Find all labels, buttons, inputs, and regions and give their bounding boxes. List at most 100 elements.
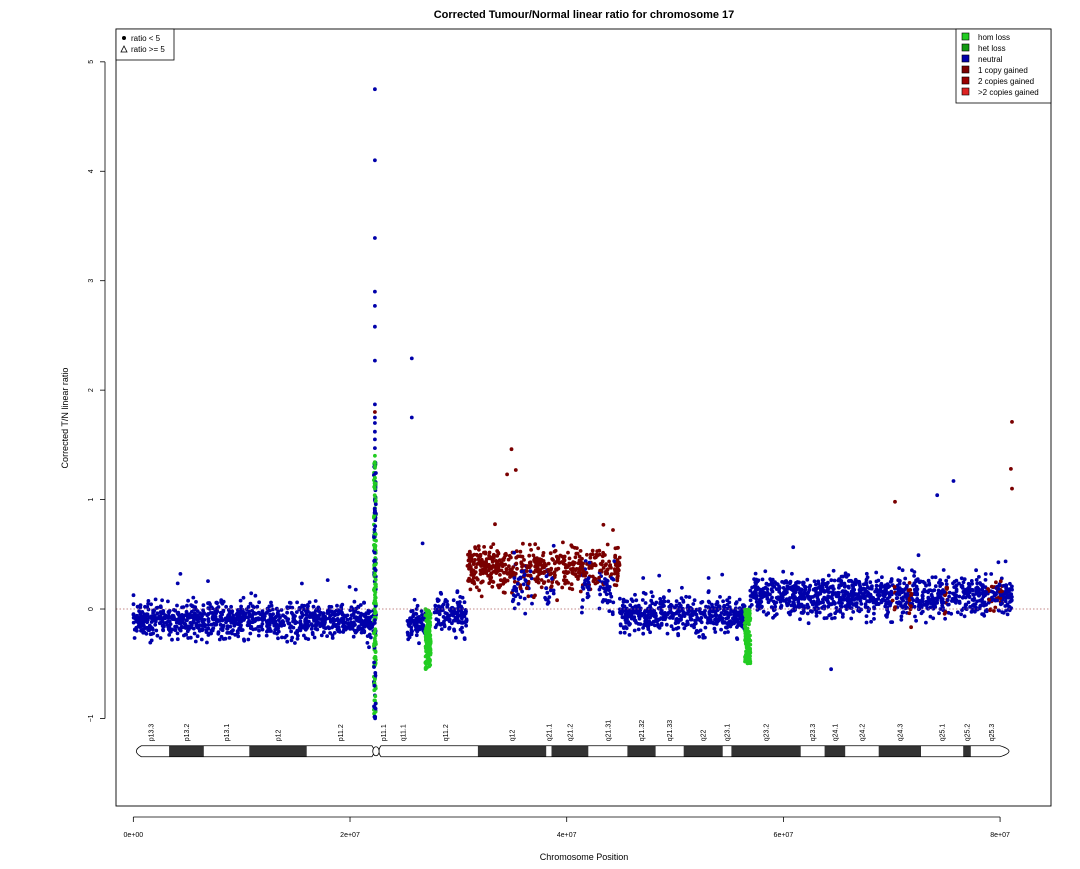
data-point-neutral <box>634 620 639 625</box>
data-point-neutral <box>300 581 304 586</box>
data-point-neutral <box>706 616 711 620</box>
data-point-neutral <box>868 597 873 602</box>
data-point-neutral <box>924 620 928 625</box>
data-point-neutral <box>835 609 839 613</box>
data-point-1-copy-gained <box>590 574 595 579</box>
data-point-neutral <box>692 598 697 603</box>
data-point-neutral <box>310 624 315 628</box>
data-point-centromere <box>372 660 376 665</box>
data-point-1-copy-gained <box>533 577 537 582</box>
data-point-neutral <box>236 617 241 622</box>
data-point-neutral <box>580 605 584 610</box>
ideogram-band-p13-2 <box>169 745 204 757</box>
data-point-neutral <box>336 627 341 631</box>
data-point-neutral <box>167 619 172 624</box>
data-point-neutral <box>689 623 694 628</box>
data-point-1-copy-gained <box>529 548 533 552</box>
data-point-neutral <box>432 610 437 615</box>
data-point-neutral <box>144 612 149 616</box>
data-point-neutral <box>272 630 277 635</box>
data-point-neutral <box>409 632 414 637</box>
data-point-neutral <box>749 603 754 607</box>
data-point-neutral <box>664 622 669 627</box>
ideogram-band-label: q11.2 <box>443 724 450 741</box>
data-point-neutral <box>340 602 345 607</box>
data-point-neutral <box>544 574 549 579</box>
data-point-neutral <box>518 595 523 600</box>
data-point-neutral <box>325 609 330 613</box>
data-point-neutral <box>952 585 957 589</box>
data-point-neutral <box>997 608 1001 613</box>
data-point-1-copy-gained <box>909 625 913 630</box>
data-point-centromere-outlier <box>373 402 377 407</box>
data-point-hom-loss <box>743 624 747 629</box>
data-point-neutral <box>199 617 204 621</box>
ideogram-band-label: p13.1 <box>224 724 231 742</box>
data-point-neutral <box>193 606 197 611</box>
data-point-1-copy-gained <box>498 578 503 582</box>
data-point-neutral <box>946 575 951 579</box>
ideogram-band-label: p13.2 <box>184 724 191 742</box>
data-point-neutral <box>713 630 718 634</box>
data-point-neutral <box>764 581 769 586</box>
data-point-neutral <box>712 626 717 631</box>
data-point-neutral <box>783 598 787 603</box>
data-point-1-copy-gained <box>613 563 618 567</box>
data-point-neutral <box>1010 587 1014 592</box>
data-point-neutral <box>318 610 323 615</box>
data-point-neutral <box>828 612 833 617</box>
data-point-neutral <box>961 580 966 585</box>
data-point-centromere <box>373 677 377 682</box>
data-point-neutral <box>661 595 666 599</box>
data-point-1-copy-gained <box>474 552 479 557</box>
legend-state-swatch <box>961 43 970 52</box>
data-point-neutral <box>674 603 679 608</box>
data-point-1-copy-gained <box>556 556 561 561</box>
data-point-neutral <box>798 617 802 622</box>
data-point-hom-loss <box>423 654 428 659</box>
data-point-neutral <box>726 630 730 634</box>
data-point-neutral <box>200 623 204 628</box>
data-point-1-copy-gained <box>552 575 557 579</box>
ideogram-band-label: q24.2 <box>859 724 866 742</box>
data-point-neutral <box>512 550 516 555</box>
data-point-1-copy-gained <box>548 572 553 577</box>
data-point-neutral <box>920 609 925 614</box>
data-point-hom-loss <box>427 656 431 661</box>
data-point-1-copy-gained <box>531 553 536 558</box>
data-point-neutral <box>829 578 834 583</box>
data-point-1-copy-gained <box>998 579 1003 584</box>
data-point-neutral <box>822 616 827 621</box>
data-point-centromere <box>372 550 377 555</box>
ideogram-band-q24-1 <box>824 745 846 757</box>
data-point-neutral <box>931 616 936 621</box>
data-point-neutral <box>972 608 977 613</box>
data-point-1-copy-gained <box>600 562 604 567</box>
data-point-neutral <box>718 595 722 599</box>
data-point-neutral <box>269 603 274 608</box>
data-point-neutral <box>218 623 223 627</box>
data-point-neutral <box>944 582 949 587</box>
data-point-neutral <box>183 626 188 630</box>
data-point-neutral <box>975 581 980 586</box>
y-tick-label: 5 <box>88 60 95 64</box>
data-point-neutral <box>734 600 739 605</box>
data-point-1-copy-gained <box>560 585 565 590</box>
data-point-1-copy-gained <box>489 572 493 577</box>
data-point-neutral <box>581 586 586 591</box>
data-point-neutral <box>959 576 964 581</box>
data-point-neutral <box>779 598 783 602</box>
data-point-neutral <box>839 580 844 585</box>
data-point-neutral <box>968 605 972 609</box>
data-point-neutral <box>644 618 648 622</box>
data-point-neutral <box>206 619 211 624</box>
data-point-neutral <box>674 626 679 631</box>
data-point-1-copy-gained <box>541 551 546 555</box>
data-point-neutral <box>725 606 730 611</box>
data-point-neutral <box>161 628 166 633</box>
data-point-neutral <box>586 580 591 585</box>
data-point-neutral <box>258 612 263 617</box>
data-point-neutral <box>166 610 171 614</box>
data-point-1-copy-gained <box>605 542 610 547</box>
data-point-neutral <box>714 602 718 607</box>
